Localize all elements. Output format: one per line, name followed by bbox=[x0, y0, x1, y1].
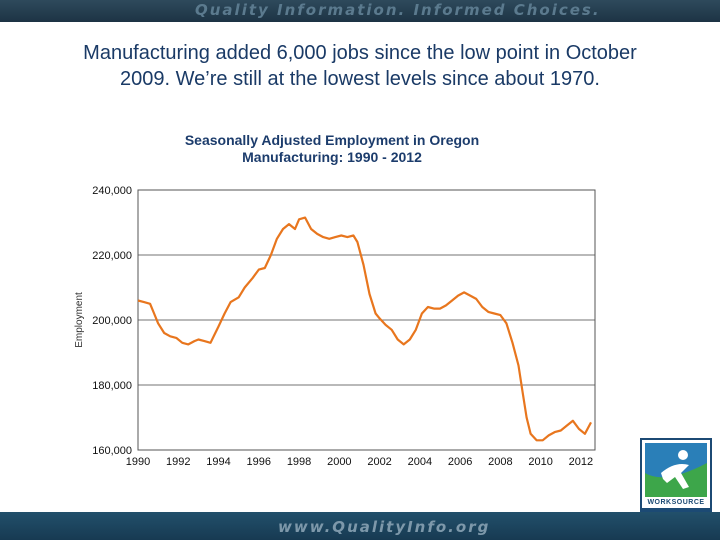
x-tick-label: 2012 bbox=[569, 456, 593, 468]
y-tick-label: 240,000 bbox=[92, 185, 132, 197]
x-tick-label: 2008 bbox=[488, 456, 512, 468]
employment-line-chart: Seasonally Adjusted Employment in Oregon… bbox=[74, 132, 596, 468]
y-tick-label: 200,000 bbox=[92, 315, 132, 327]
slide-title: Manufacturing added 6,000 jobs since the… bbox=[0, 40, 720, 92]
bottom-banner: www.QualityInfo.org bbox=[0, 512, 720, 540]
logo-text-worksource: WORKSOURCE bbox=[647, 499, 705, 506]
manufacturing-employment-line bbox=[137, 216, 592, 442]
x-tick-label: 2006 bbox=[448, 456, 472, 468]
y-axis-tick-labels: 160,000 180,000 200,000 220,000 240,000 bbox=[92, 185, 132, 457]
x-tick-label: 1992 bbox=[166, 456, 190, 468]
chart-title-line-2: Manufacturing: 1990 - 2012 bbox=[242, 149, 422, 165]
banner-slogan: Quality Information. Informed Choices. bbox=[195, 1, 601, 19]
x-tick-label: 1998 bbox=[287, 456, 311, 468]
slide-title-line-1: Manufacturing added 6,000 jobs since the… bbox=[83, 42, 637, 64]
x-axis-tick-labels: 1990 1992 1994 1996 1998 2000 2002 2004 2006 2008… bbox=[126, 456, 593, 468]
x-tick-label: 2010 bbox=[528, 456, 552, 468]
top-banner: Quality Information. Informed Choices. bbox=[0, 0, 720, 22]
runner-logo-icon bbox=[645, 443, 707, 497]
y-tick-label: 220,000 bbox=[92, 250, 132, 262]
chart-title-line-1: Seasonally Adjusted Employment in Oregon bbox=[185, 132, 479, 148]
plot-area-frame bbox=[137, 189, 596, 451]
x-tick-label: 2000 bbox=[327, 456, 351, 468]
y-tick-label: 180,000 bbox=[92, 380, 132, 392]
x-tick-label: 2004 bbox=[408, 456, 432, 468]
slide-title-line-2: 2009. We’re still at the lowest levels s… bbox=[120, 68, 600, 90]
x-tick-label: 1994 bbox=[206, 456, 230, 468]
x-tick-label: 1990 bbox=[126, 456, 150, 468]
y-axis-label: Employment bbox=[74, 292, 85, 348]
y-tick-label: 160,000 bbox=[92, 445, 132, 457]
x-tick-label: 1996 bbox=[247, 456, 271, 468]
website-url: www.QualityInfo.org bbox=[278, 518, 491, 536]
x-tick-label: 2002 bbox=[367, 456, 391, 468]
